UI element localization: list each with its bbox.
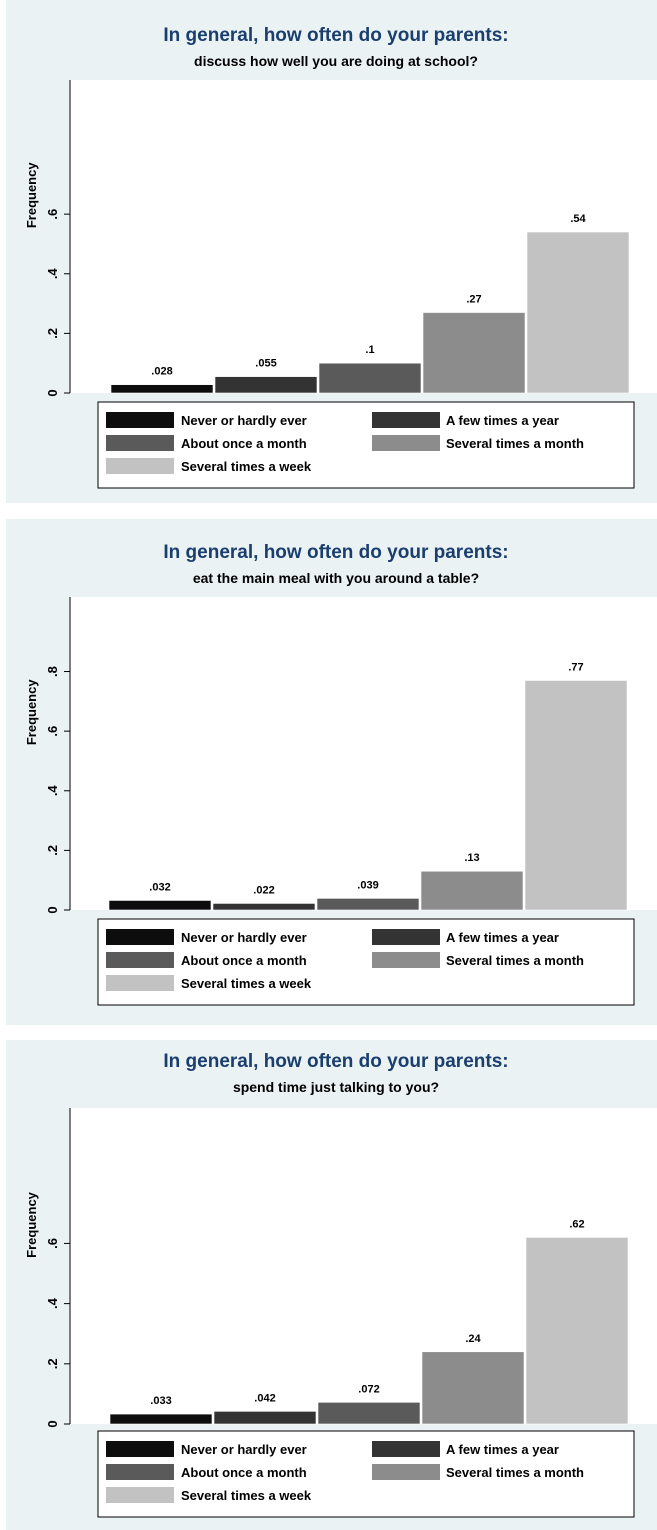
chart-title-talking: In general, how often do your parents: — [163, 1051, 508, 1072]
y-axis-label-school: Frequency — [24, 162, 39, 229]
legend-talking: Never or hardly ever A few times a year Ab… — [97, 1430, 635, 1518]
bar-talking-once-month — [317, 1402, 421, 1425]
legend-swatch-meal-once-month — [106, 952, 174, 968]
legend-swatch-meal-few-times-year — [372, 929, 440, 945]
chart-svg-talking: In general, how often do your parents: sp… — [24, 1051, 657, 1518]
legend-swatch-school-several-week — [106, 458, 174, 474]
y-tick-label-talking-0: 0 — [45, 1420, 60, 1427]
legend-label-school-once-month: About once a month — [181, 436, 307, 451]
y-tick-label-school-0: 0 — [45, 389, 60, 396]
chart-subtitle-meal: eat the main meal with you around a tabl… — [193, 570, 479, 586]
bar-meal-never — [108, 900, 212, 911]
legend-swatch-talking-few-times-year — [372, 1441, 440, 1457]
legend-swatch-school-never — [106, 412, 174, 428]
legend-swatch-school-once-month — [106, 435, 174, 451]
legend-label-talking-once-month: About once a month — [181, 1465, 307, 1480]
legend-label-meal-never: Never or hardly ever — [181, 930, 307, 945]
legend-label-talking-several-week: Several times a week — [181, 1488, 312, 1503]
bar-value-label-meal-never: .032 — [149, 881, 170, 893]
chart-panel-school: In general, how often do your parents: di… — [6, 0, 657, 503]
bar-talking-never — [109, 1413, 213, 1425]
chart-subtitle-school: discuss how well you are doing at school… — [194, 53, 478, 69]
bar-value-label-talking-few-times-year: .042 — [254, 1392, 275, 1404]
legend-swatch-talking-once-month — [106, 1464, 174, 1480]
legend-box-meal — [97, 918, 635, 1006]
legend-school: Never or hardly ever A few times a year Ab… — [97, 401, 635, 489]
legend-box-school — [97, 401, 635, 489]
bar-meal-few-times-year — [212, 903, 316, 911]
bar-meal-several-month — [420, 870, 524, 911]
bar-value-label-meal-once-month: .039 — [357, 879, 378, 891]
bar-value-label-school-several-week: .54 — [570, 213, 586, 225]
y-axis-label-talking: Frequency — [24, 1191, 39, 1258]
chart-panel-meal: In general, how often do your parents: ea… — [6, 519, 657, 1025]
y-axis-label-meal: Frequency — [24, 679, 39, 746]
bar-value-label-talking-once-month: .072 — [358, 1383, 379, 1395]
chart-title-school: In general, how often do your parents: — [163, 25, 508, 46]
legend-label-talking-several-month: Several times a month — [446, 1465, 584, 1480]
bar-value-label-talking-never: .033 — [150, 1395, 171, 1407]
legend-swatch-talking-several-month — [372, 1464, 440, 1480]
bar-talking-few-times-year — [213, 1411, 317, 1425]
bar-talking-several-week — [525, 1237, 629, 1425]
legend-label-meal-several-week: Several times a week — [181, 976, 312, 991]
bar-meal-several-week — [524, 680, 628, 911]
y-tick-label-meal-3: .6 — [45, 726, 60, 737]
bar-value-label-school-few-times-year: .055 — [255, 358, 276, 370]
chart-panel-talking: In general, how often do your parents: sp… — [6, 1040, 657, 1530]
legend-swatch-talking-several-week — [106, 1487, 174, 1503]
legend-label-meal-several-month: Several times a month — [446, 953, 584, 968]
bar-value-label-school-once-month: .1 — [365, 344, 374, 356]
legend-label-meal-few-times-year: A few times a year — [446, 930, 559, 945]
legend-box-talking — [97, 1430, 635, 1518]
legend-swatch-meal-several-month — [372, 952, 440, 968]
legend-label-meal-once-month: About once a month — [181, 953, 307, 968]
y-tick-label-talking-1: .2 — [45, 1358, 60, 1369]
y-tick-label-meal-0: 0 — [45, 906, 60, 913]
y-tick-label-talking-3: .6 — [45, 1238, 60, 1249]
y-tick-label-school-1: .2 — [45, 328, 60, 339]
bar-school-once-month — [318, 362, 422, 394]
legend-meal: Never or hardly ever A few times a year Ab… — [97, 918, 635, 1006]
bar-school-several-week — [526, 231, 630, 394]
legend-swatch-school-few-times-year — [372, 412, 440, 428]
y-tick-label-meal-1: .2 — [45, 845, 60, 856]
y-tick-label-school-2: .4 — [45, 268, 60, 280]
legend-label-talking-few-times-year: A few times a year — [446, 1442, 559, 1457]
bar-value-label-talking-several-week: .62 — [569, 1218, 584, 1230]
bar-school-several-month — [422, 312, 526, 394]
legend-label-talking-never: Never or hardly ever — [181, 1442, 307, 1457]
legend-swatch-school-several-month — [372, 435, 440, 451]
chart-svg-school: In general, how often do your parents: di… — [24, 25, 657, 489]
y-tick-label-meal-2: .4 — [45, 785, 60, 797]
legend-swatch-talking-never — [106, 1441, 174, 1457]
legend-label-school-never: Never or hardly ever — [181, 413, 307, 428]
bar-talking-several-month — [421, 1351, 525, 1425]
legend-label-school-several-week: Several times a week — [181, 459, 312, 474]
bar-meal-once-month — [316, 898, 420, 911]
y-tick-label-meal-4: .8 — [45, 666, 60, 677]
bar-value-label-meal-few-times-year: .022 — [253, 884, 274, 896]
legend-label-school-few-times-year: A few times a year — [446, 413, 559, 428]
bar-value-label-talking-several-month: .24 — [465, 1333, 481, 1345]
legend-label-school-several-month: Several times a month — [446, 436, 584, 451]
chart-subtitle-talking: spend time just talking to you? — [233, 1079, 439, 1095]
chart-title-meal: In general, how often do your parents: — [163, 542, 508, 563]
bar-value-label-meal-several-week: .77 — [568, 661, 583, 673]
bar-value-label-school-several-month: .27 — [466, 294, 481, 306]
legend-swatch-meal-never — [106, 929, 174, 945]
y-tick-label-school-3: .6 — [45, 209, 60, 220]
legend-swatch-meal-several-week — [106, 975, 174, 991]
bar-school-never — [110, 384, 214, 394]
bar-value-label-school-never: .028 — [151, 366, 172, 378]
bar-value-label-meal-several-month: .13 — [464, 852, 479, 864]
chart-svg-meal: In general, how often do your parents: ea… — [24, 542, 657, 1006]
y-tick-label-talking-2: .4 — [45, 1297, 60, 1309]
bar-school-few-times-year — [214, 376, 318, 394]
